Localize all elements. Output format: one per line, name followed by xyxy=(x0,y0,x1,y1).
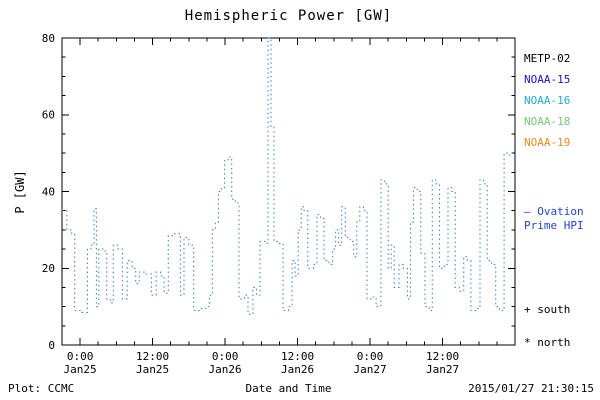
legend-ovation-line2: Prime HPI xyxy=(524,219,584,232)
x-tick-label-date: Jan27 xyxy=(353,363,386,376)
y-tick-label: 20 xyxy=(42,262,55,275)
x-tick-label-time: 12:00 xyxy=(281,350,314,363)
legend-item-metp-02: METP-02 xyxy=(524,52,571,65)
x-tick-label-date: Jan26 xyxy=(209,363,242,376)
legend-item-noaa-15: NOAA-15 xyxy=(524,73,571,86)
legend-ovation-line1: — Ovation xyxy=(524,205,584,218)
legend: METP-02 NOAA-15 NOAA-16 NOAA-18 NOAA-19 xyxy=(524,48,598,153)
x-tick-label-date: Jan25 xyxy=(64,363,97,376)
x-tick-label-time: 12:00 xyxy=(136,350,169,363)
y-tick-label: 80 xyxy=(42,32,55,45)
y-axis-label: P [GW] xyxy=(13,170,27,214)
x-tick-label-time: 0:00 xyxy=(212,350,239,363)
x-tick-label-time: 0:00 xyxy=(67,350,94,363)
legend-marker-south: + south xyxy=(524,303,571,316)
plot-frame xyxy=(61,37,516,346)
y-tick-label: 60 xyxy=(42,109,55,122)
x-axis-label: Date and Time xyxy=(245,382,332,395)
x-tick-label-date: Jan25 xyxy=(136,363,169,376)
legend-item-noaa-16: NOAA-16 xyxy=(524,94,571,107)
legend-satellites: METP-02 NOAA-15 NOAA-16 NOAA-18 NOAA-19 xyxy=(524,48,598,153)
plot-timestamp: 2015/01/27 21:30:15 xyxy=(468,382,594,395)
x-tick-label-date: Jan26 xyxy=(281,363,314,376)
legend-item-noaa-19: NOAA-19 xyxy=(524,136,571,149)
y-tick-label: 40 xyxy=(42,185,55,198)
legend-ovation: — Ovation Prime HPI xyxy=(524,205,584,233)
legend-marker-north: * north xyxy=(524,336,571,349)
y-tick-label: 0 xyxy=(48,339,55,352)
plot-credit: Plot: CCMC xyxy=(8,382,75,395)
x-tick-label-time: 0:00 xyxy=(357,350,384,363)
x-tick-label-date: Jan27 xyxy=(426,363,459,376)
hpi-step-line xyxy=(62,37,515,315)
chart-title: Hemispheric Power [GW] xyxy=(184,8,393,24)
x-tick-label-time: 12:00 xyxy=(426,350,459,363)
legend-item-noaa-18: NOAA-18 xyxy=(524,115,571,128)
